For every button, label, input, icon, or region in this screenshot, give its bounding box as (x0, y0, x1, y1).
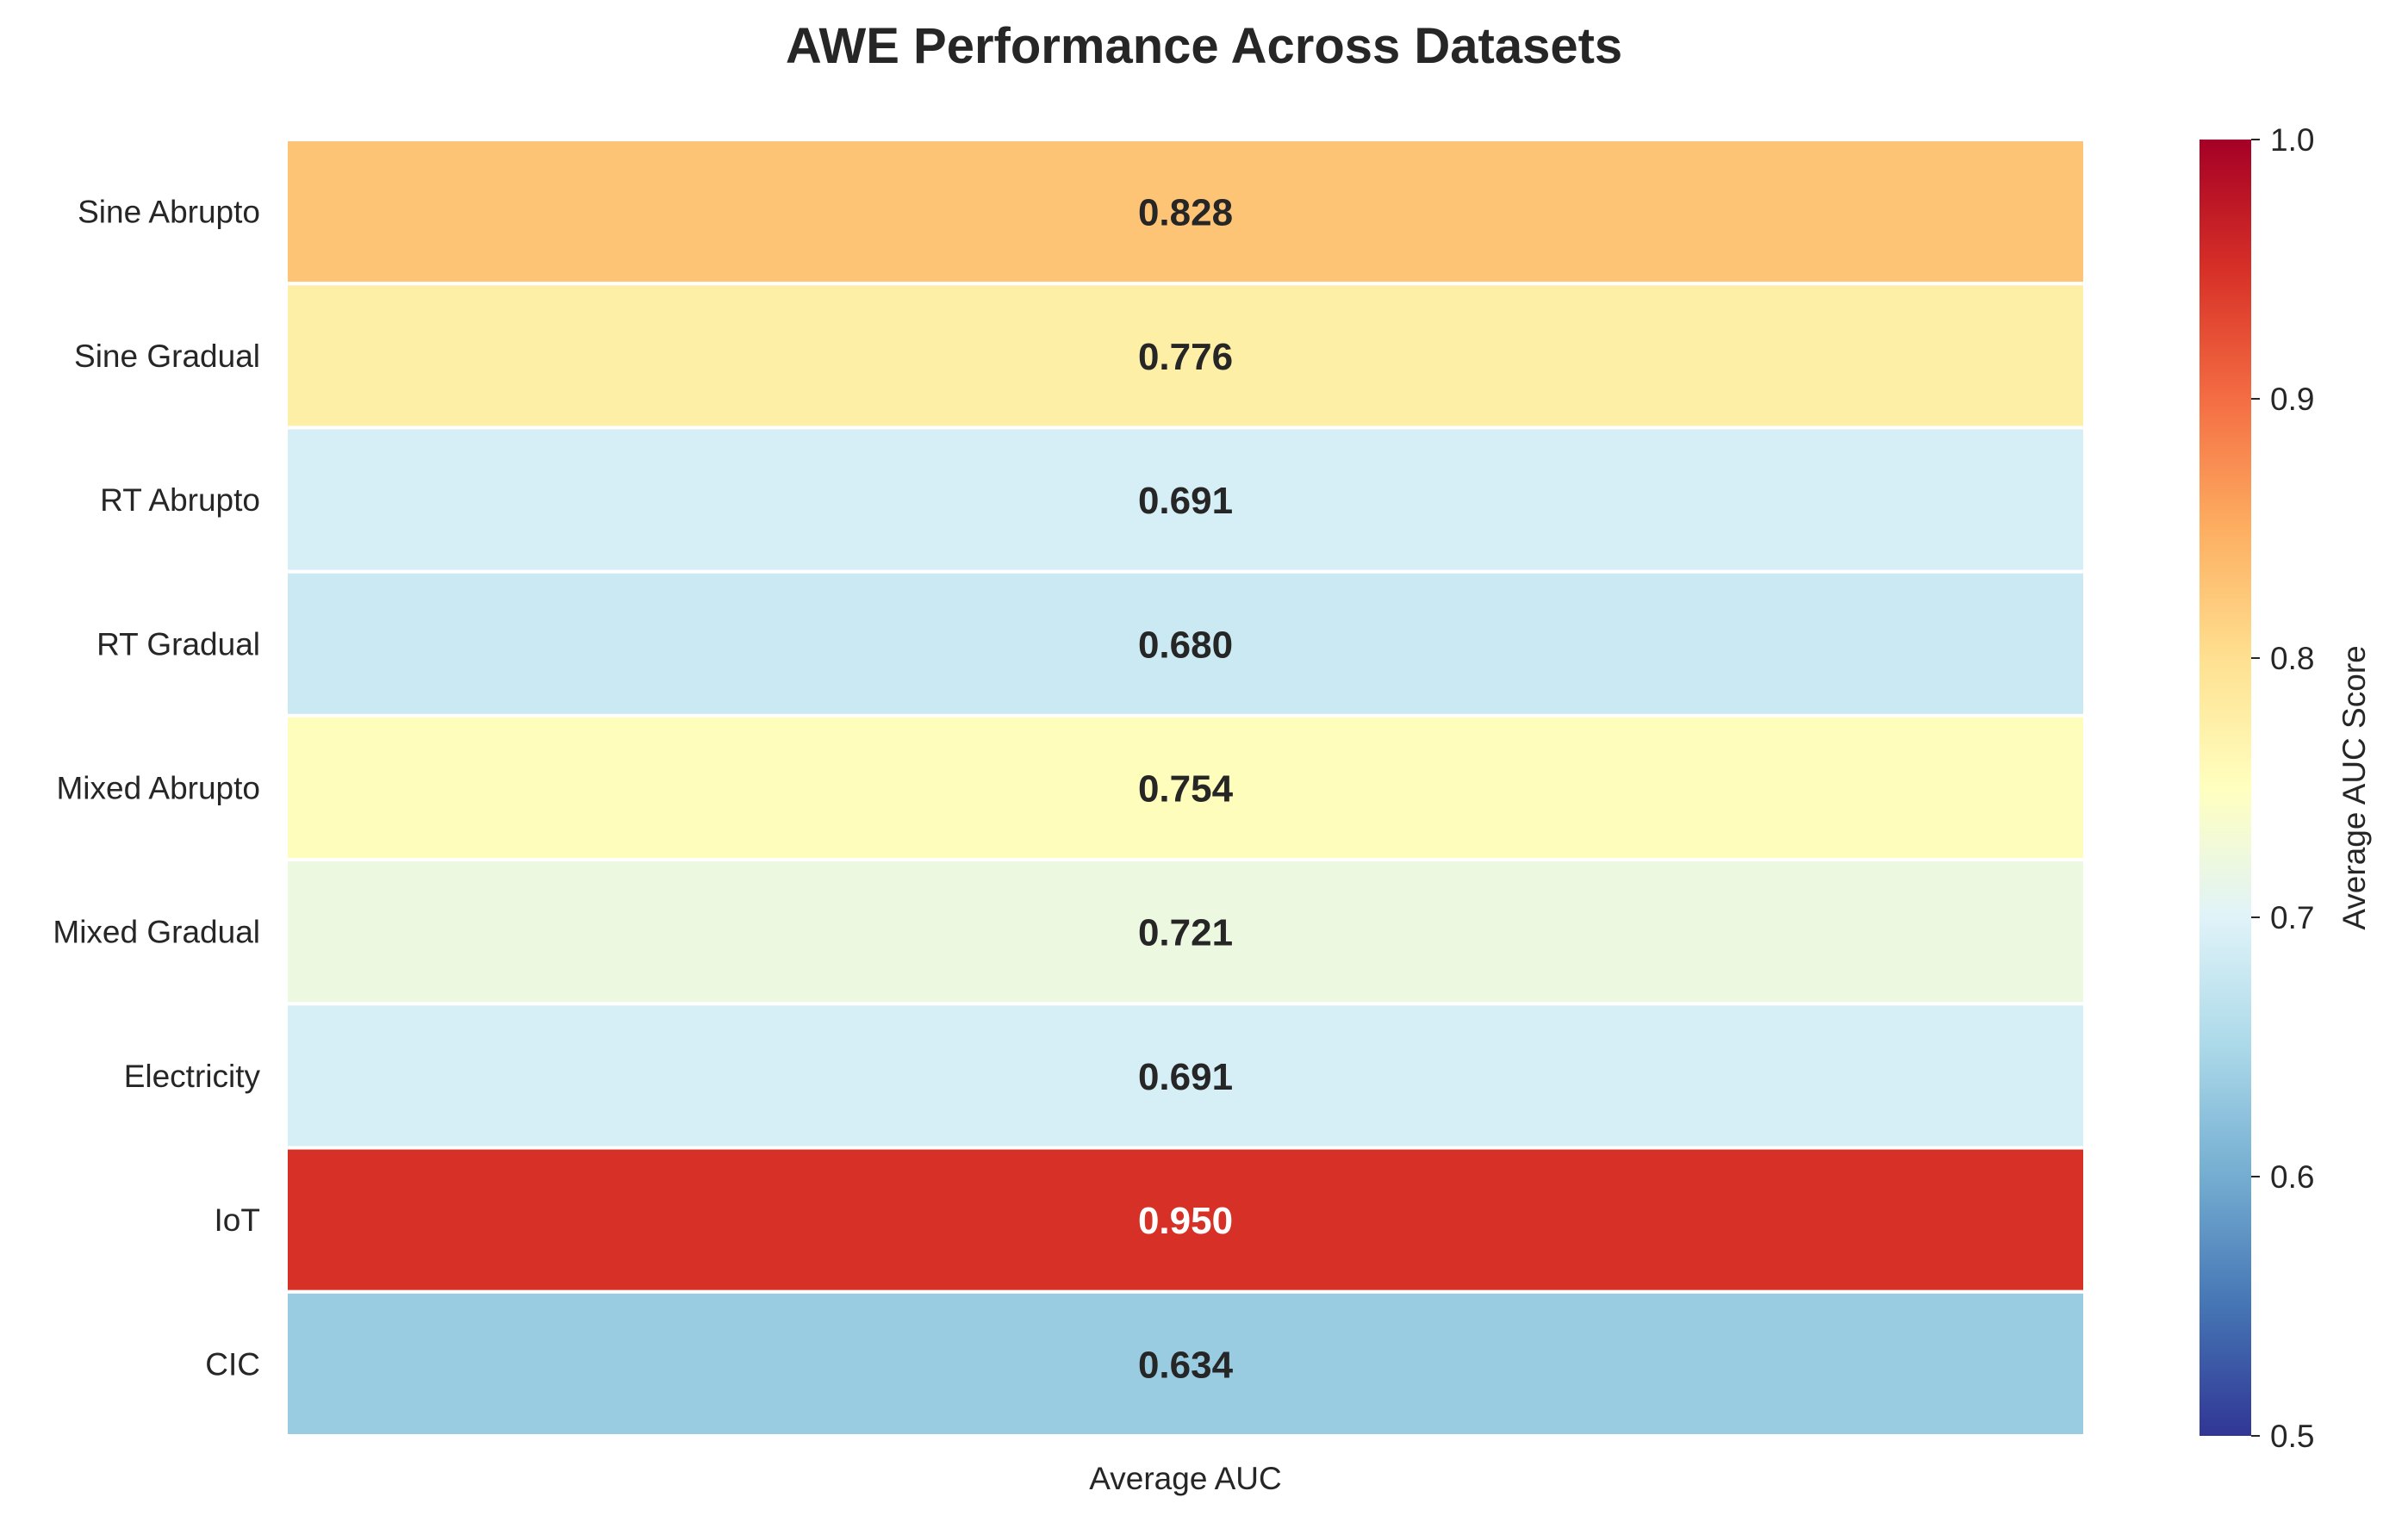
row-label: IoT (215, 1202, 260, 1238)
heatmap-cell (284, 1002, 2087, 1150)
colorbar-gradient (2200, 140, 2251, 1436)
row-label: CIC (205, 1346, 260, 1382)
colorbar-tick-label: 0.6 (2270, 1159, 2314, 1195)
row-label: Sine Gradual (74, 339, 260, 374)
column-labels: Average AUC (1089, 1461, 1282, 1496)
row-labels: Sine Abrupto Sine Gradual RT Abrupto RT Gra… (53, 195, 260, 1382)
heatmap-cell (284, 426, 2087, 574)
heatmap-cell (284, 138, 2087, 286)
colorbar: 0.5 0.6 0.7 0.8 0.9 1.0 Average AUC Score (2200, 122, 2372, 1454)
colorbar-tick-label: 0.7 (2270, 900, 2314, 935)
colorbar-tick-label: 0.8 (2270, 641, 2314, 676)
heatmap-cell (284, 282, 2087, 430)
colorbar-tick-label: 0.9 (2270, 382, 2314, 417)
row-label: Sine Abrupto (78, 195, 260, 230)
heatmap-cell (284, 1146, 2087, 1294)
heatmap-cells: 0.828 0.776 0.691 0.680 0.754 0.721 0.691 0.950… (284, 138, 2087, 1438)
chart-title: AWE Performance Across Datasets (785, 18, 1623, 74)
row-label: Mixed Abrupto (56, 771, 260, 806)
cell-value-label: 0.680 (1138, 624, 1233, 666)
colorbar-label: Average AUC Score (2336, 645, 2372, 929)
heatmap-cell (284, 1289, 2087, 1438)
row-label: Mixed Gradual (53, 915, 260, 950)
cell-value-label: 0.776 (1138, 336, 1233, 378)
row-label: Electricity (124, 1059, 261, 1094)
colorbar-tick-label: 0.5 (2270, 1419, 2314, 1454)
cell-value-label: 0.754 (1138, 768, 1234, 811)
cell-value-label: 0.634 (1138, 1344, 1234, 1386)
cell-value-label: 0.721 (1138, 912, 1233, 954)
cell-value-label: 0.691 (1138, 480, 1233, 522)
row-label: RT Gradual (96, 626, 260, 662)
row-label: RT Abrupto (100, 482, 260, 518)
cell-value-label: 0.950 (1138, 1200, 1233, 1242)
colorbar-tick-label: 1.0 (2270, 122, 2314, 158)
cell-value-label: 0.828 (1138, 192, 1233, 234)
cell-value-label: 0.691 (1138, 1056, 1233, 1098)
column-label: Average AUC (1089, 1461, 1282, 1496)
